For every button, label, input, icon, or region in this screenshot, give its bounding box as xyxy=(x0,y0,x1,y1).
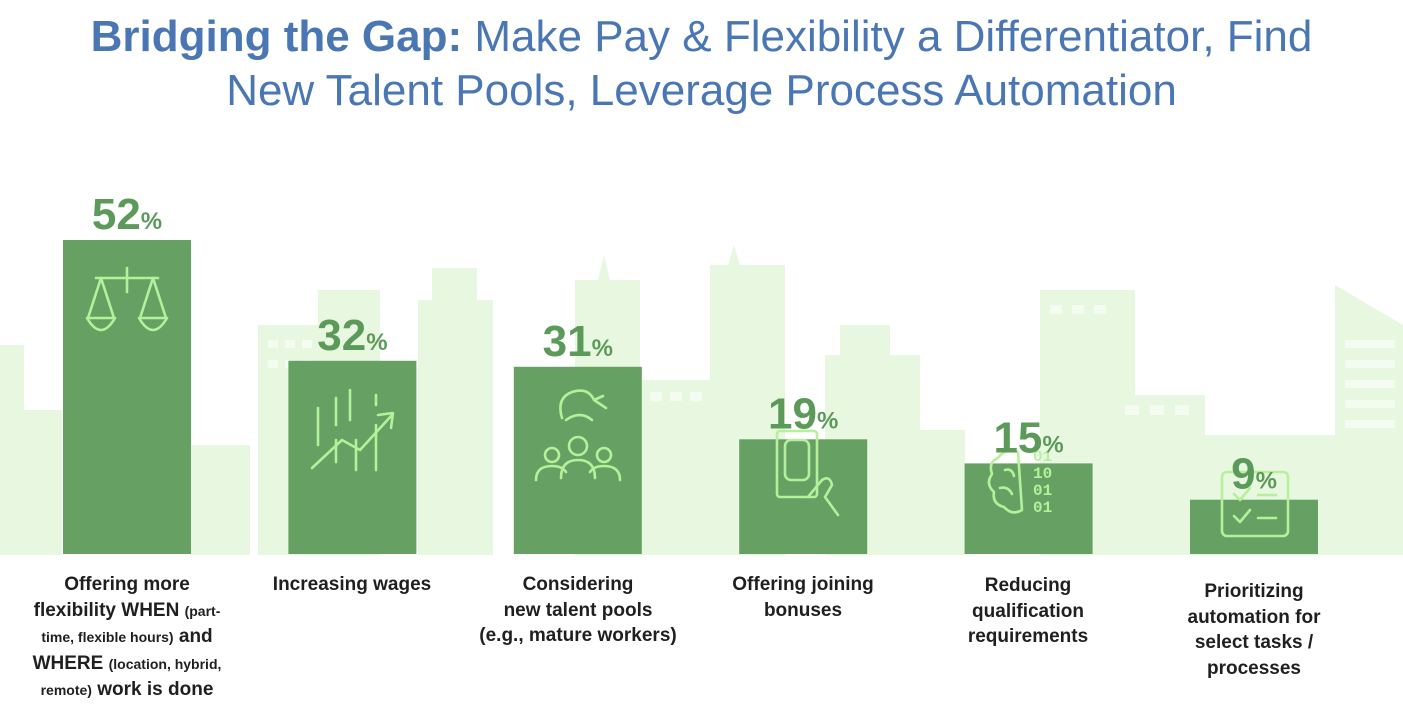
bar-qualifications xyxy=(964,463,1093,554)
value-label-talent-pools: 31% xyxy=(543,317,613,366)
value-label-wages: 32% xyxy=(317,311,387,360)
binary-row-4: 01 xyxy=(1033,499,1052,517)
title-line1: Make Pay & Flexibility a Differentiator,… xyxy=(462,12,1313,61)
bar-automation xyxy=(1190,499,1318,554)
title-bold: Bridging the Gap: xyxy=(90,12,463,61)
binary-row-3: 01 xyxy=(1033,482,1052,500)
value-label-flexibility: 52% xyxy=(92,190,162,239)
binary-row-1: 01 xyxy=(1033,448,1052,466)
category-label-flexibility: Offering more flexibility WHEN (part- ti… xyxy=(32,574,222,700)
value-label-qualifications: 15% xyxy=(993,413,1063,462)
category-label-talent-pools: Considering new talent pools (e.g., matu… xyxy=(479,574,677,646)
category-label-wages: Increasing wages xyxy=(272,574,432,595)
page-title: Bridging the Gap: Make Pay & Flexibility… xyxy=(0,10,1403,118)
category-label-bonuses: Offering joining bonuses xyxy=(732,574,874,621)
value-label-automation: 9% xyxy=(1231,450,1277,499)
rising-chart-icon xyxy=(310,388,395,472)
phone-payment-icon xyxy=(775,429,840,517)
title-line2: New Talent Pools, Leverage Process Autom… xyxy=(226,66,1177,115)
category-label-automation: Prioritizing automation for select tasks… xyxy=(1187,581,1321,679)
binary-row-2: 10 xyxy=(1033,465,1052,483)
bar-wages xyxy=(288,360,417,554)
checklist-icon xyxy=(1220,470,1290,538)
scales-icon xyxy=(85,266,169,332)
category-label-qualifications: Reducing qualification requirements xyxy=(967,575,1089,647)
value-label-bonuses: 19% xyxy=(768,389,838,438)
brain-binary-icon: 01 10 01 01 xyxy=(987,448,1052,517)
talent-pool-icon xyxy=(534,389,622,482)
